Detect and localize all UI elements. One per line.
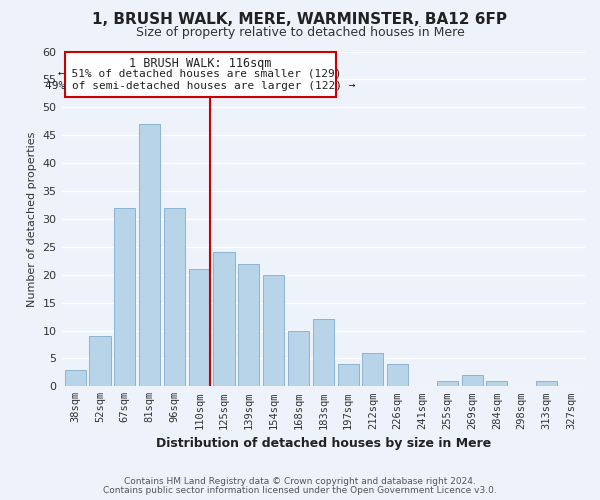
Bar [263, 274, 284, 386]
Bar [487, 380, 508, 386]
Bar [461, 375, 482, 386]
Bar [288, 330, 309, 386]
Bar [89, 336, 110, 386]
Text: Contains HM Land Registry data © Crown copyright and database right 2024.: Contains HM Land Registry data © Crown c… [124, 477, 476, 486]
Bar [536, 380, 557, 386]
Text: 1 BRUSH WALK: 116sqm: 1 BRUSH WALK: 116sqm [129, 57, 271, 70]
Bar [238, 264, 259, 386]
Bar [114, 208, 136, 386]
Bar [65, 370, 86, 386]
Bar [164, 208, 185, 386]
Bar [338, 364, 359, 386]
Y-axis label: Number of detached properties: Number of detached properties [27, 131, 37, 306]
Bar [188, 269, 210, 386]
Bar [313, 320, 334, 386]
Text: 49% of semi-detached houses are larger (122) →: 49% of semi-detached houses are larger (… [45, 80, 355, 90]
Bar [362, 353, 383, 386]
Text: Contains public sector information licensed under the Open Government Licence v3: Contains public sector information licen… [103, 486, 497, 495]
Bar [139, 124, 160, 386]
Text: 1, BRUSH WALK, MERE, WARMINSTER, BA12 6FP: 1, BRUSH WALK, MERE, WARMINSTER, BA12 6F… [92, 12, 508, 28]
FancyBboxPatch shape [65, 52, 335, 98]
Text: Size of property relative to detached houses in Mere: Size of property relative to detached ho… [136, 26, 464, 39]
Bar [214, 252, 235, 386]
Bar [387, 364, 408, 386]
X-axis label: Distribution of detached houses by size in Mere: Distribution of detached houses by size … [155, 437, 491, 450]
Text: ← 51% of detached houses are smaller (129): ← 51% of detached houses are smaller (12… [58, 68, 342, 78]
Bar [437, 380, 458, 386]
